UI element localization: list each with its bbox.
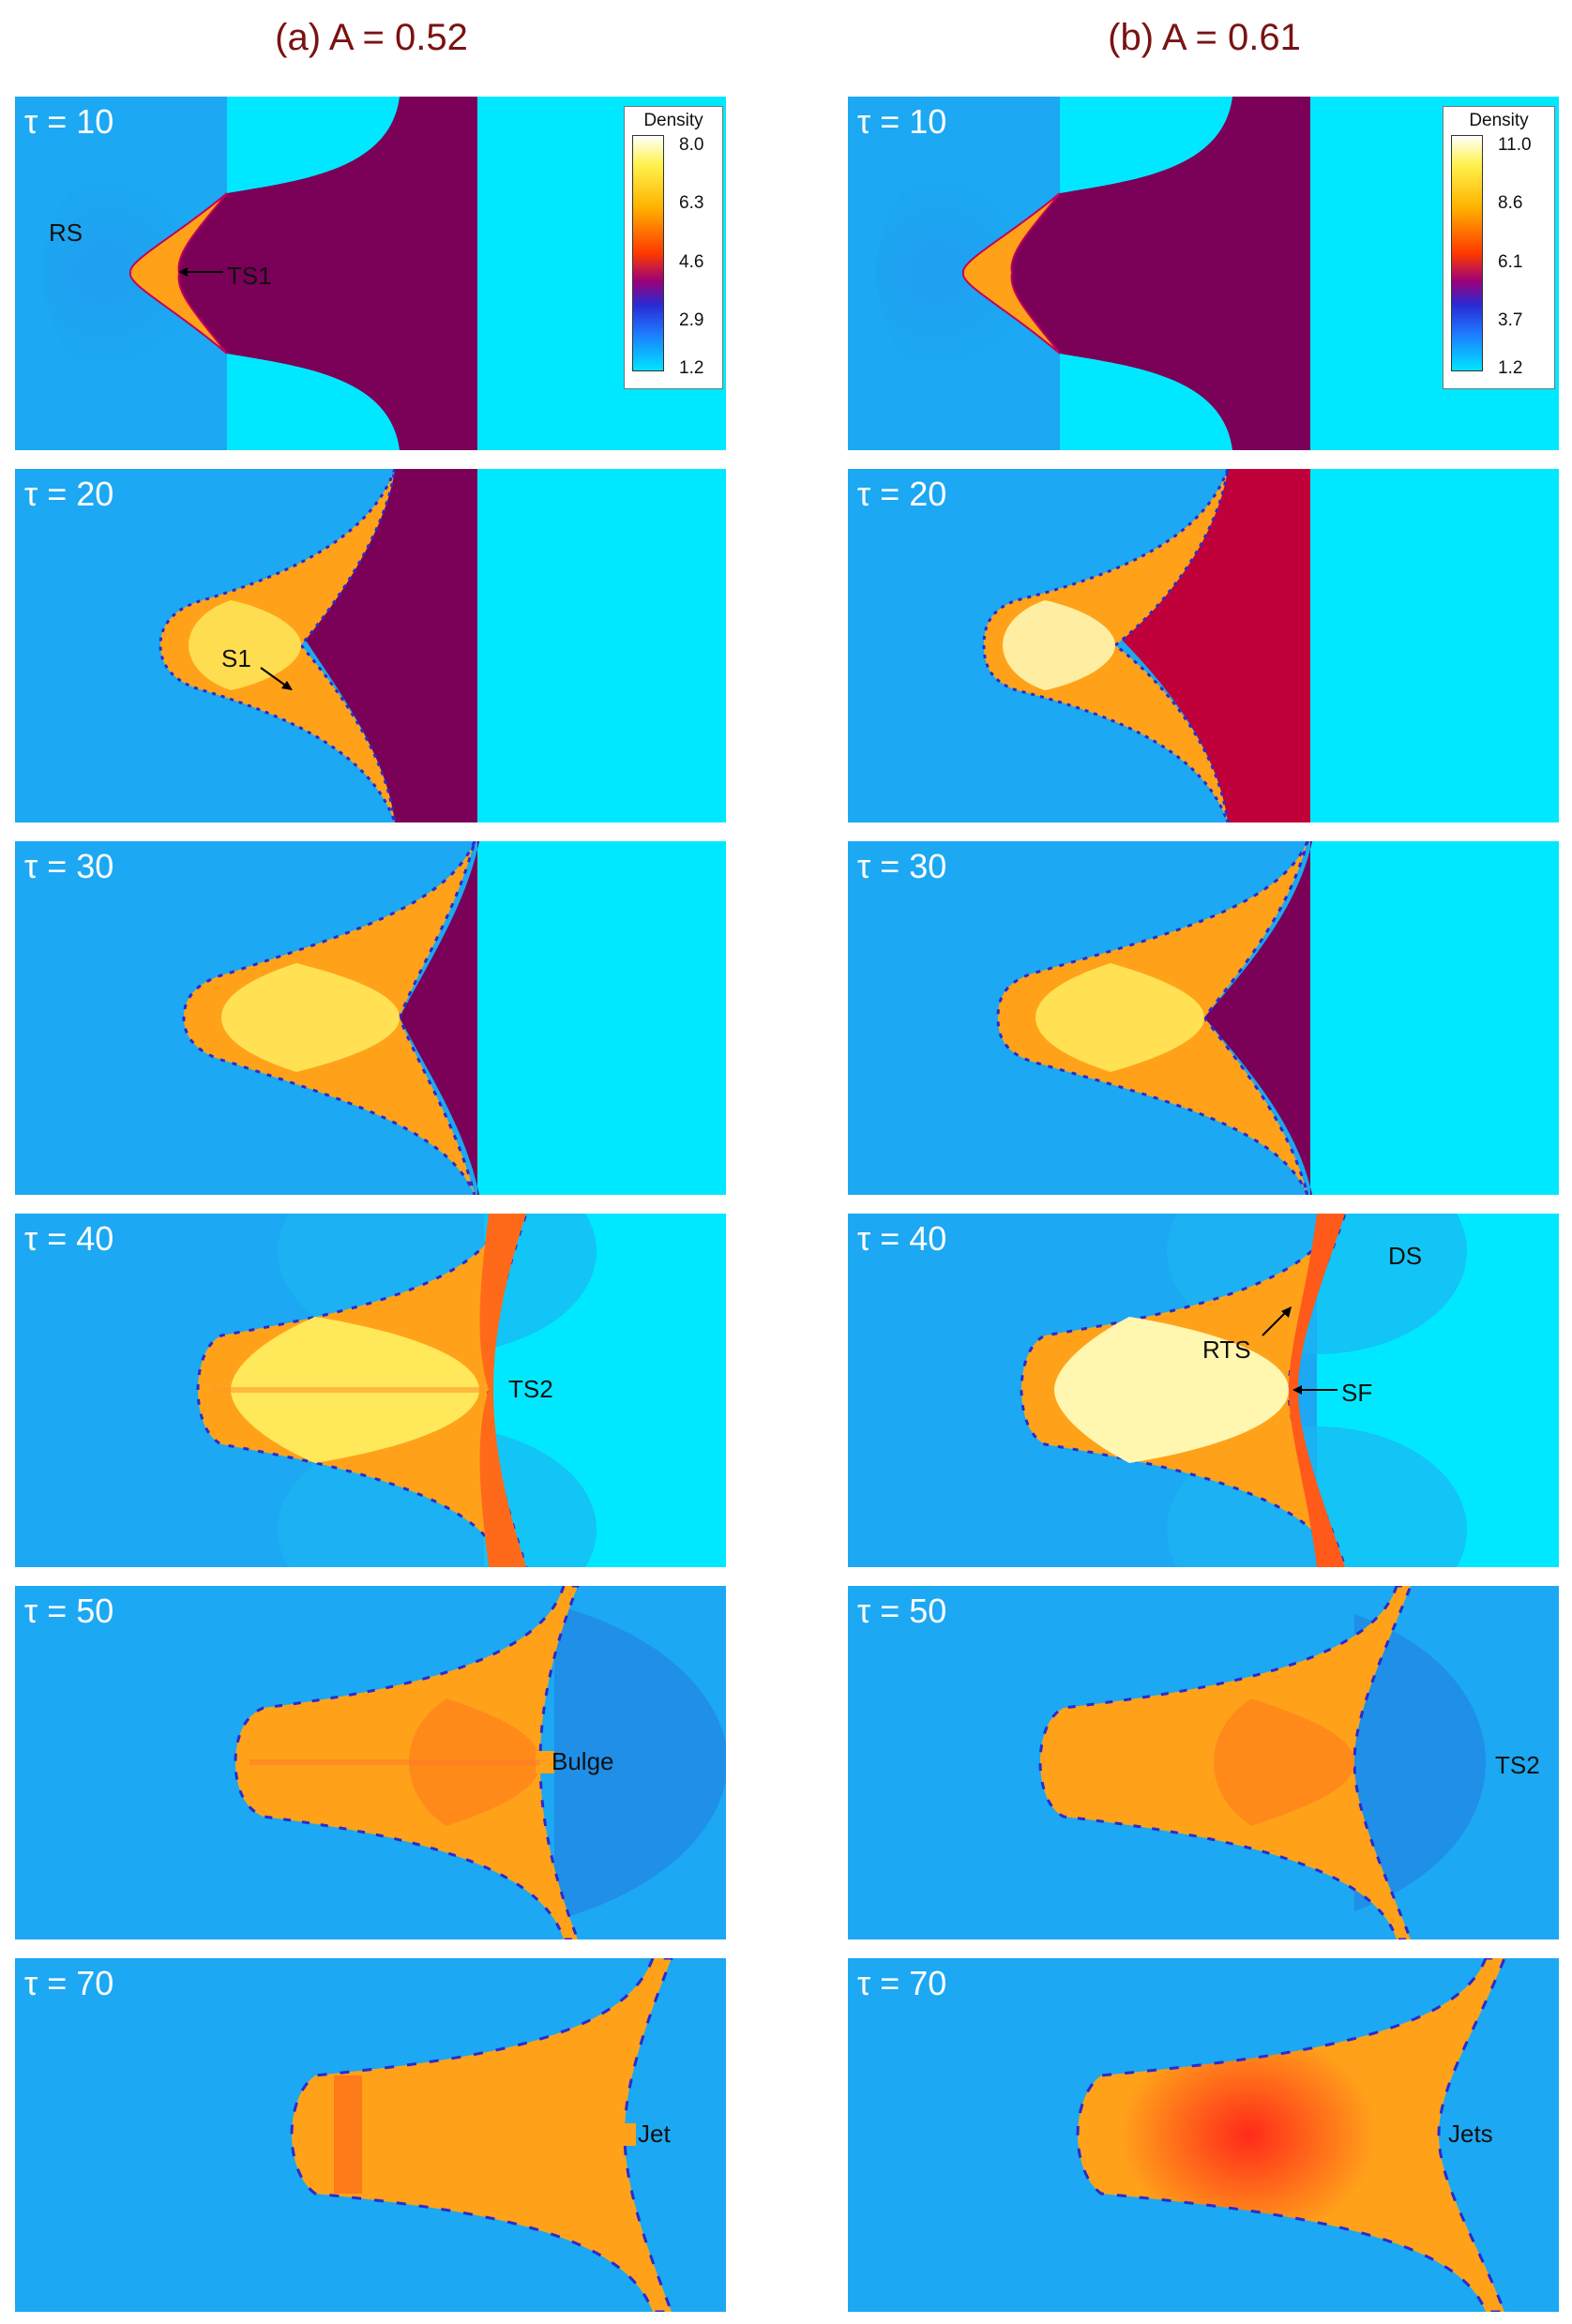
density-field [15,469,726,822]
colorbar-tick: 1.2 [679,358,704,378]
panel-a-tau-10: τ = 10 RS TS1 Density 8.0 6.3 4.6 2.9 1.… [15,97,726,450]
density-field [848,1958,1559,2312]
annotation-ts2: TS2 [1495,1751,1540,1779]
tau-label: τ = 30 [24,847,114,885]
panel-b-tau-70: τ = 70 Jets [848,1958,1559,2312]
annotation-ts1: TS1 [227,262,272,290]
colorbar-tick: 6.1 [1498,252,1523,272]
tau-label: τ = 50 [24,1592,114,1630]
colorbar-b: Density 11.0 8.6 6.1 3.7 1.2 [1443,106,1555,389]
density-field [848,1214,1559,1567]
density-field [15,1958,726,2312]
annotation-bulge: Bulge [552,1747,614,1775]
tau-label: τ = 20 [24,475,114,513]
colorbar-tick: 8.0 [679,135,704,155]
panel-a-tau-30: τ = 30 [15,841,726,1195]
density-field [848,841,1559,1195]
annotation-sf: SF [1341,1379,1373,1407]
tau-label: τ = 70 [857,1964,947,2002]
colorbar-tick: 2.9 [679,310,704,330]
colorbar-tick: 11.0 [1498,135,1532,155]
density-field [848,1586,1559,1939]
colorbar-tick: 6.3 [679,193,704,213]
colorbar-gradient [632,135,664,371]
column-title-b: (b) A = 0.61 [1108,17,1301,58]
colorbar-tick: 4.6 [679,252,704,272]
colorbar-title: Density [643,111,703,130]
panel-b-tau-50: τ = 50 TS2 [848,1586,1559,1939]
density-field [15,841,726,1195]
colorbar-gradient [1451,135,1483,371]
panel-a-tau-50: τ = 50 Bulge [15,1586,726,1939]
panel-b-tau-30: τ = 30 [848,841,1559,1195]
tau-label: τ = 20 [857,475,947,513]
density-field [15,97,726,450]
colorbar-tick: 3.7 [1498,310,1523,330]
annotation-s1: S1 [221,644,251,672]
annotation-ts2: TS2 [508,1375,553,1403]
density-field [848,97,1559,450]
density-field [848,469,1559,822]
colorbar-a: Density 8.0 6.3 4.6 2.9 1.2 [624,106,723,389]
tau-label: τ = 40 [24,1219,114,1258]
density-field [15,1214,726,1567]
column-title-a: (a) A = 0.52 [275,17,468,58]
tau-label: τ = 10 [24,102,114,141]
density-field [15,1586,726,1939]
annotation-rts: RTS [1202,1336,1251,1364]
annotation-jets: Jets [1448,2120,1493,2148]
colorbar-title: Density [1469,111,1529,130]
tau-label: τ = 40 [857,1219,947,1258]
tau-label: τ = 10 [857,102,947,141]
panel-b-tau-20: τ = 20 [848,469,1559,822]
annotation-rs: RS [49,219,83,247]
panel-a-tau-70: τ = 70 Jet [15,1958,726,2312]
panel-b-tau-40: τ = 40 DS RTS SF [848,1214,1559,1567]
annotation-jet: Jet [638,2120,671,2148]
panel-a-tau-40: τ = 40 TS2 [15,1214,726,1567]
colorbar-tick: 8.6 [1498,193,1523,213]
annotation-ds: DS [1388,1242,1423,1270]
tau-label: τ = 70 [24,1964,114,2002]
tau-label: τ = 50 [857,1592,947,1630]
panel-b-tau-10: τ = 10 Density 11.0 8.6 6.1 3.7 1.2 [848,97,1559,450]
tau-label: τ = 30 [857,847,947,885]
panel-a-tau-20: τ = 20 S1 [15,469,726,822]
colorbar-tick: 1.2 [1498,358,1523,378]
